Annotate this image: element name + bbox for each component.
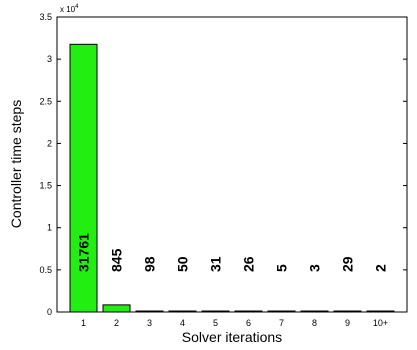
y-tick-label: 0.5 (39, 265, 52, 275)
data-label: 3 (307, 264, 323, 272)
y-exponent-power: 4 (75, 4, 79, 10)
x-tick-label: 4 (180, 318, 185, 328)
y-axis-title: Controller time steps (8, 100, 24, 228)
y-axis-ticks: 0 0.5 1 1.5 2 2.5 3 3.5 (39, 12, 407, 317)
y-tick-label: 3.5 (39, 12, 52, 22)
bar (267, 310, 296, 313)
data-label: 29 (340, 256, 356, 272)
bar (69, 43, 98, 313)
x-axis-ticks: 1 2 3 4 5 6 7 8 9 10+ (81, 318, 388, 328)
bar (366, 310, 395, 313)
data-label: 845 (109, 248, 125, 272)
x-tick-label: 2 (114, 318, 119, 328)
x-tick-label: 10+ (373, 318, 388, 328)
bar (102, 304, 131, 313)
plot-area (56, 16, 408, 313)
x-tick-label: 7 (279, 318, 284, 328)
bars (69, 43, 395, 313)
x-tick-label: 5 (213, 318, 218, 328)
data-label: 98 (142, 256, 158, 272)
y-tick-label: 3 (47, 54, 52, 64)
data-label: 50 (175, 256, 191, 272)
x-axis-title: Solver iterations (182, 329, 282, 345)
y-tick-label: 1.5 (39, 181, 52, 191)
bar (135, 310, 164, 313)
bar (300, 310, 329, 313)
data-label: 26 (241, 256, 257, 272)
y-tick-label: 2 (47, 138, 52, 148)
bar (234, 310, 263, 313)
x-tick-label: 1 (81, 318, 86, 328)
data-label: 2 (373, 264, 389, 272)
data-label: 31761 (76, 233, 92, 272)
bar (168, 310, 197, 313)
x-tick-label: 8 (312, 318, 317, 328)
x-tick-label: 9 (345, 318, 350, 328)
data-label: 5 (274, 264, 290, 272)
data-label: 31 (208, 256, 224, 272)
y-exponent-label: x 104 (60, 4, 79, 14)
bar (333, 310, 362, 313)
y-tick-label: 0 (47, 307, 52, 317)
data-labels: 31761 845 98 50 31 26 5 3 29 2 (76, 233, 389, 272)
bar (201, 310, 230, 313)
y-tick-label: 1 (47, 223, 52, 233)
x-tick-label: 6 (246, 318, 251, 328)
x-tick-label: 3 (147, 318, 152, 328)
y-tick-label: 2.5 (39, 96, 52, 106)
